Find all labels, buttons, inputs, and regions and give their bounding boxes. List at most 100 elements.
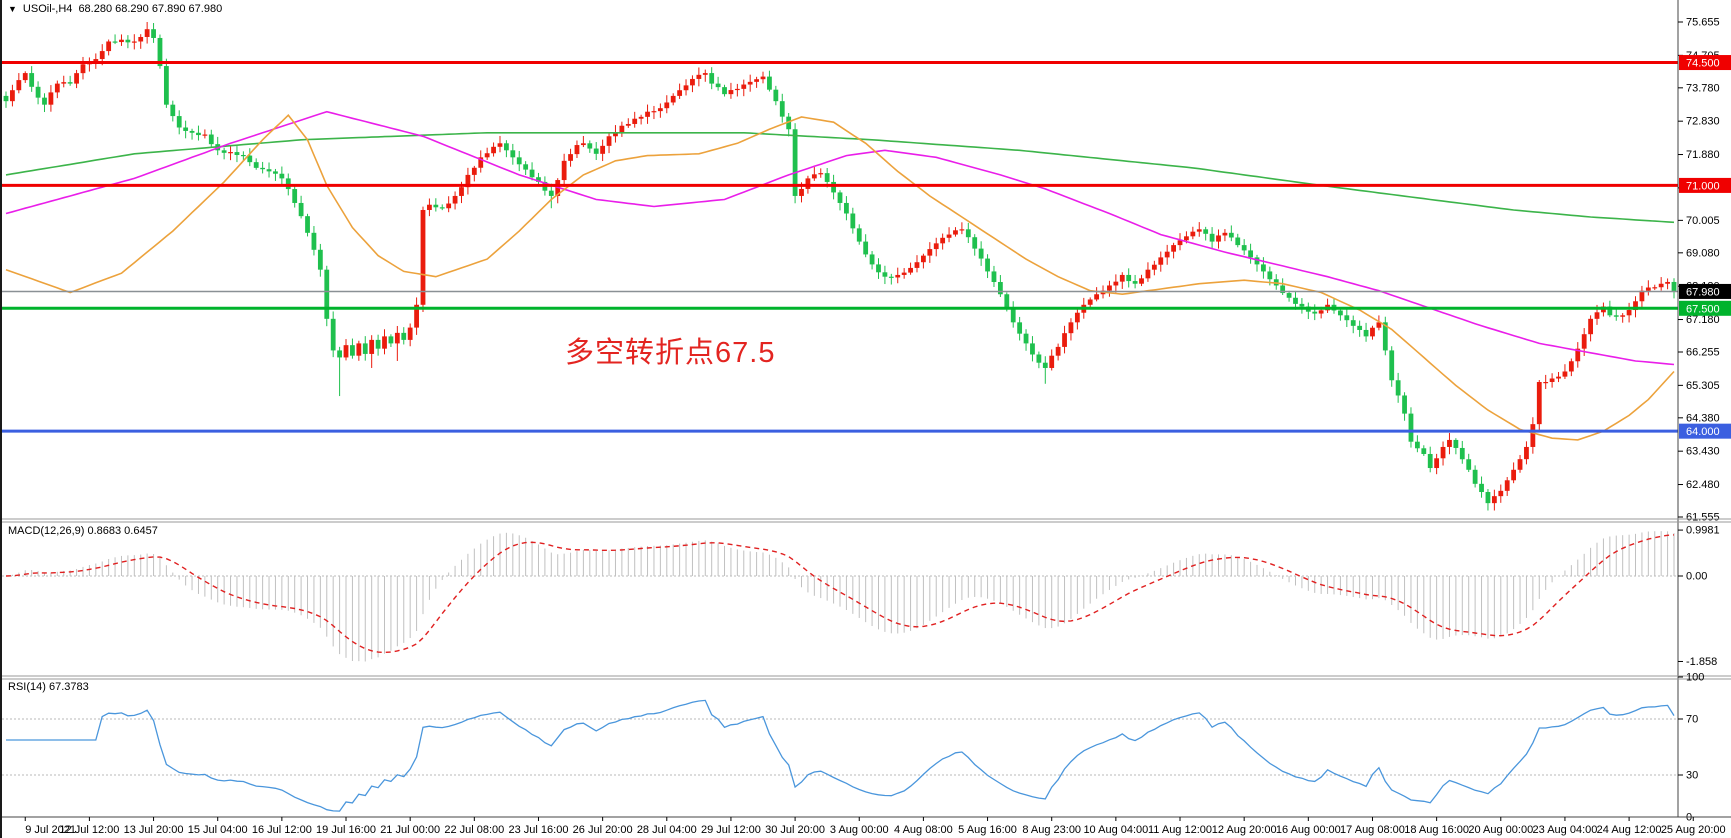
candle-body (1639, 290, 1645, 302)
candle-body (189, 130, 195, 133)
candle-body (1363, 329, 1369, 337)
candle-body (266, 169, 272, 172)
candle-body (1395, 380, 1401, 396)
time-tick-label: 19 Jul 16:00 (316, 824, 376, 836)
candle-body (1158, 257, 1164, 265)
candle-body (330, 318, 336, 351)
candle-body (1620, 315, 1626, 317)
candle-body (420, 209, 426, 305)
candle-body (869, 254, 875, 265)
candle-body (1004, 294, 1010, 309)
time-tick-label: 21 Jul 00:00 (380, 824, 440, 836)
candle-body (240, 154, 246, 157)
candle-body (1357, 325, 1363, 330)
candle-body (234, 152, 240, 155)
candle-body (112, 41, 118, 43)
time-tick-label: 20 Aug 00:00 (1468, 824, 1533, 836)
candle-body (16, 80, 22, 91)
candle-body (170, 104, 176, 117)
candle-body (978, 248, 984, 259)
candle-body (670, 95, 676, 103)
candle-body (1235, 237, 1241, 246)
candle-body (1107, 285, 1112, 291)
candle-body (1184, 236, 1189, 241)
candle-body (260, 167, 266, 170)
candle-body (632, 118, 638, 124)
candle-body (1370, 327, 1375, 337)
candle-body (1196, 229, 1202, 232)
time-tick-label: 8 Aug 23:00 (1022, 824, 1081, 836)
candle-body (196, 132, 201, 136)
candle-body (292, 189, 298, 203)
candle-body (324, 269, 330, 319)
candle-body (574, 145, 580, 155)
candle-body (850, 213, 856, 229)
candle-body (696, 74, 702, 79)
candle-body (497, 143, 503, 147)
candle-body (202, 134, 208, 136)
candle-body (1139, 278, 1144, 284)
candle-body (1536, 382, 1542, 425)
candle-body (1254, 257, 1260, 265)
price-badge-label: 71.000 (1686, 180, 1720, 192)
candle-body (1293, 297, 1298, 304)
candle-body (946, 234, 952, 238)
macd-histogram (11, 531, 1675, 662)
candle-body (1427, 453, 1433, 469)
price-tick-label: 75.655 (1686, 17, 1720, 29)
candle-body (61, 82, 67, 84)
macd-tick-label: -1.858 (1686, 656, 1717, 668)
slow-ma-line (5, 132, 1675, 224)
time-tick-label: 23 Aug 04:00 (1533, 824, 1598, 836)
symbol-dropdown-icon[interactable]: ▼ (8, 3, 17, 14)
candle-body (510, 150, 516, 158)
time-tick-label: 18 Aug 16:00 (1404, 824, 1469, 836)
candle-body (42, 97, 47, 105)
candle-body (1633, 301, 1638, 311)
candle-body (1466, 459, 1472, 470)
price-tick-label: 62.480 (1686, 479, 1720, 491)
candle-body (1491, 496, 1497, 504)
candle-body (690, 78, 695, 86)
candle-body (1177, 240, 1183, 246)
candles-layer[interactable] (3, 22, 1677, 511)
candle-body (516, 157, 522, 165)
candle-body (407, 327, 413, 340)
ohlc-readout: 68.280 68.290 67.890 67.980 (78, 3, 223, 15)
candle-body (48, 92, 54, 105)
candle-body (1094, 294, 1100, 300)
candle-body (1299, 303, 1305, 307)
price-tick-label: 66.255 (1686, 347, 1720, 359)
candle-body (1453, 439, 1459, 448)
macd-tick-label: 0.00 (1686, 571, 1707, 583)
candle-body (1498, 490, 1504, 497)
candle-body (1241, 245, 1247, 251)
time-tick-label: 10 Aug 04:00 (1083, 824, 1148, 836)
candle-body (523, 164, 529, 170)
time-tick-label: 12 Aug 20:00 (1212, 824, 1277, 836)
candle-body (1472, 469, 1478, 484)
candle-body (1389, 350, 1395, 381)
candle-body (1049, 355, 1055, 368)
chart-text-annotation[interactable]: 多空转折点67.5 (565, 337, 776, 369)
candle-body (863, 241, 869, 255)
candle-body (311, 232, 317, 250)
time-tick-label: 11 Aug 12:00 (1148, 824, 1212, 836)
candle-body (22, 73, 28, 81)
candle-body (728, 90, 734, 95)
candle-body (1338, 310, 1343, 316)
candle-body (651, 111, 657, 113)
macd-indicator-label: MACD(12,26,9) 0.8683 0.6457 (8, 525, 158, 537)
candle-body (709, 73, 715, 84)
candle-body (715, 83, 721, 88)
candle-body (183, 127, 189, 131)
candle-body (1344, 315, 1350, 321)
candle-body (1042, 362, 1048, 368)
candle-body (677, 90, 683, 96)
candle-body (138, 36, 144, 42)
candle-body (1562, 371, 1568, 377)
candle-body (882, 272, 888, 277)
candle-body (1017, 322, 1023, 334)
